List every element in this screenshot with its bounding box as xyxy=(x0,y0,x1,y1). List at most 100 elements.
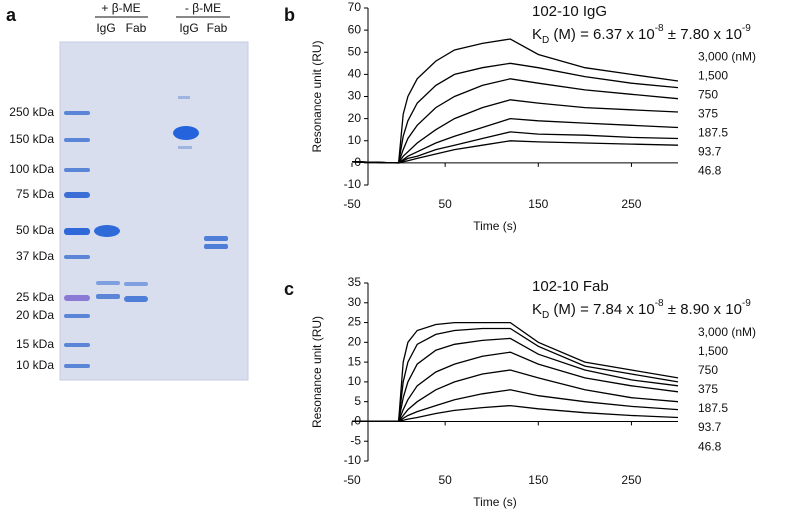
sensorgram-line xyxy=(352,327,679,423)
y-tick-label: 70 xyxy=(348,0,362,14)
marker-bands xyxy=(64,111,90,368)
panel-label: c xyxy=(284,279,294,299)
y-tick-label: -10 xyxy=(344,453,362,467)
band xyxy=(64,295,90,301)
kd-part: -8 xyxy=(655,298,664,309)
gel xyxy=(59,16,249,381)
gel-border xyxy=(59,41,249,381)
legend-label: 46.8 xyxy=(698,163,722,177)
y-tick-label: 40 xyxy=(348,67,362,81)
sensorgram-line xyxy=(352,389,679,423)
marker-label: 250 kDa xyxy=(9,105,54,119)
marker-label: 10 kDa xyxy=(16,358,54,372)
lane-label: IgG xyxy=(179,21,198,35)
y-tick-label: 10 xyxy=(348,374,362,388)
y-tick-label: 15 xyxy=(348,354,362,368)
sensorgram-line xyxy=(351,78,679,164)
lane-label: Fab xyxy=(207,21,228,35)
marker-label: 25 kDa xyxy=(16,290,54,304)
x-tick-label: 150 xyxy=(528,197,548,211)
band xyxy=(64,111,90,115)
marker-label: 100 kDa xyxy=(9,162,54,176)
y-axis-label: Resonance unit (RU) xyxy=(310,40,324,152)
sensorgram-line xyxy=(351,131,679,164)
kd-part: K xyxy=(532,26,542,43)
sensorgram-line xyxy=(351,140,679,164)
band xyxy=(178,146,192,149)
marker-label: 20 kDa xyxy=(16,308,54,322)
legend-label: 750 xyxy=(698,363,718,377)
band xyxy=(64,228,90,235)
sensorgram-line xyxy=(352,404,679,423)
legend-label: 1,500 xyxy=(698,69,728,83)
sensorgram-line xyxy=(351,117,679,164)
sensorgram-line xyxy=(352,321,679,423)
band xyxy=(64,314,90,318)
band xyxy=(64,168,90,172)
sensorgram-line xyxy=(351,62,679,164)
band xyxy=(96,294,120,299)
x-tick-label: 150 xyxy=(528,473,548,487)
y-tick-label: 30 xyxy=(348,89,362,103)
chart-title: 102-10 Fab xyxy=(532,278,609,295)
x-axis-label: Time (s) xyxy=(473,495,517,509)
band xyxy=(64,192,90,198)
group-label: - β-ME xyxy=(185,1,221,15)
marker-label: 37 kDa xyxy=(16,249,54,263)
legend-label: 93.7 xyxy=(698,420,722,434)
y-tick-label: 50 xyxy=(348,44,362,58)
band xyxy=(124,296,148,302)
sensorgram-line xyxy=(351,38,679,164)
x-tick-label: -50 xyxy=(343,473,361,487)
x-axis-label: Time (s) xyxy=(473,219,517,233)
legend-label: 93.7 xyxy=(698,144,722,158)
band xyxy=(204,236,228,241)
lane-label: IgG xyxy=(96,21,115,35)
legend-label: 187.5 xyxy=(698,125,728,139)
legend-label: 3,000 (nM) xyxy=(698,325,756,339)
group-label: + β-ME xyxy=(101,1,140,15)
x-tick-label: 50 xyxy=(438,197,452,211)
y-tick-label: 60 xyxy=(348,22,362,36)
kd-part: (M) = 7.84 x 10 xyxy=(549,301,654,318)
gel-background xyxy=(60,42,248,380)
band xyxy=(64,255,90,259)
legend-label: 375 xyxy=(698,382,718,396)
y-tick-label: 10 xyxy=(348,133,362,147)
legend-label: 187.5 xyxy=(698,401,728,415)
marker-label: 75 kDa xyxy=(16,187,54,201)
legend-label: 46.8 xyxy=(698,439,722,453)
y-tick-label: 20 xyxy=(348,335,362,349)
x-tick-label: 250 xyxy=(621,197,641,211)
sensorgram-line xyxy=(352,369,679,423)
kd-part: -8 xyxy=(655,23,664,34)
kd-part: K xyxy=(532,301,542,318)
kd-part: ± 7.80 x 10 xyxy=(664,26,742,43)
legend-label: 3,000 (nM) xyxy=(698,50,756,64)
panel-label: a xyxy=(6,5,17,25)
x-tick-label: -50 xyxy=(343,197,361,211)
legend-label: 1,500 xyxy=(698,344,728,358)
band xyxy=(64,138,90,142)
panel-label: b xyxy=(284,5,295,25)
kd-part: -9 xyxy=(742,298,751,309)
kd-text: KD (M) = 7.84 x 10-8 ± 8.90 x 10-9 xyxy=(532,298,751,321)
band xyxy=(64,343,90,347)
band xyxy=(94,225,120,237)
band xyxy=(64,364,90,368)
band xyxy=(96,281,120,285)
chart-title: 102-10 IgG xyxy=(532,3,607,20)
y-tick-label: 5 xyxy=(354,394,361,408)
marker-label: 15 kDa xyxy=(16,337,54,351)
kd-part: D xyxy=(542,310,549,321)
x-tick-label: 250 xyxy=(621,473,641,487)
kd-part: ± 8.90 x 10 xyxy=(664,301,742,318)
y-tick-label: 35 xyxy=(348,275,362,289)
y-tick-label: -10 xyxy=(344,177,362,191)
y-axis-label: Resonance unit (RU) xyxy=(310,316,324,428)
legend-label: 750 xyxy=(698,88,718,102)
y-tick-label: 0 xyxy=(354,414,361,428)
band xyxy=(173,126,199,140)
lane-label: Fab xyxy=(126,21,147,35)
